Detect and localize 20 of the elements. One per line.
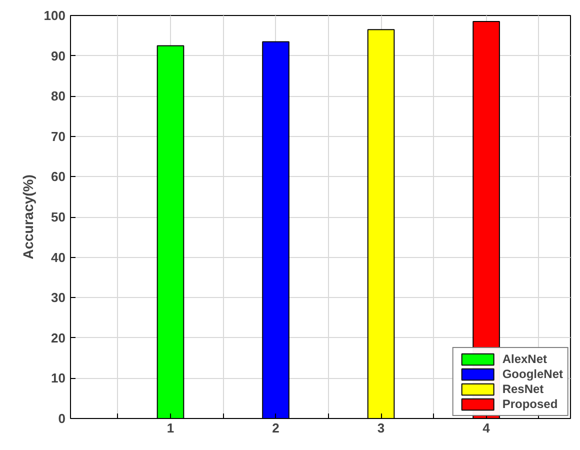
y-tick-label: 80 <box>51 88 66 104</box>
legend-label: ResNet <box>502 382 544 396</box>
x-tick-label: 4 <box>482 420 491 436</box>
legend-label: AlexNet <box>502 352 548 366</box>
y-tick-label: 90 <box>51 48 66 64</box>
y-tick-label: 30 <box>51 290 66 306</box>
y-tick-label: 40 <box>51 250 66 265</box>
y-tick-label: 100 <box>44 8 66 23</box>
y-axis-title: Accuracy(%) <box>20 174 36 260</box>
y-tick-label: 0 <box>58 411 66 426</box>
y-tick-label: 70 <box>51 128 66 144</box>
x-tick-label: 3 <box>377 420 385 436</box>
y-tick-label: 50 <box>51 210 66 224</box>
x-tick-label: 1 <box>166 420 174 436</box>
y-tick-label: 60 <box>51 169 66 184</box>
y-tick-label: 10 <box>51 370 66 386</box>
y-tick-label: 20 <box>51 330 66 346</box>
x-tick-label: 2 <box>272 420 280 436</box>
legend-label: Proposed <box>502 397 558 411</box>
legend-label: GoogleNet <box>502 367 563 381</box>
